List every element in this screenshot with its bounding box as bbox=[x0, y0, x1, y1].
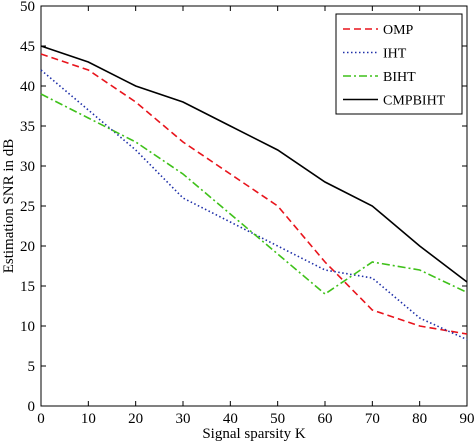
legend-box bbox=[335, 13, 463, 115]
y-tick-label: 5 bbox=[28, 359, 36, 375]
x-tick-label: 90 bbox=[460, 411, 474, 427]
x-axis-label: Signal sparsity K bbox=[202, 426, 305, 442]
y-tick-label: 40 bbox=[20, 79, 35, 95]
x-tick-label: 10 bbox=[81, 411, 96, 427]
series-line-iht bbox=[40, 69, 468, 341]
y-tick-label: 45 bbox=[20, 39, 35, 55]
series-line-cmpbiht bbox=[40, 45, 468, 283]
legend-label: OMP bbox=[383, 23, 414, 38]
legend-label: CMPBIHT bbox=[383, 94, 446, 109]
x-tick-label: 60 bbox=[318, 411, 333, 427]
y-tick-label: 35 bbox=[20, 119, 35, 135]
y-tick-label: 25 bbox=[20, 199, 35, 215]
y-axis-label: Estimation SNR in dB bbox=[1, 139, 17, 274]
legend-label: BIHT bbox=[383, 70, 416, 85]
x-tick-label: 80 bbox=[412, 411, 427, 427]
x-tick-label: 0 bbox=[37, 411, 45, 427]
legend: OMP IHT BIHT CMPBIHT bbox=[335, 13, 463, 115]
series-lines bbox=[40, 45, 468, 341]
y-tick-label: 0 bbox=[28, 399, 36, 415]
x-tick-label: 30 bbox=[176, 411, 191, 427]
y-tick-label: 20 bbox=[20, 239, 35, 255]
y-tick-label: 15 bbox=[20, 279, 35, 295]
y-tick-label: 10 bbox=[20, 319, 35, 335]
y-tick-label: 30 bbox=[20, 159, 35, 175]
x-tick-label: 70 bbox=[365, 411, 380, 427]
y-tick-label: 50 bbox=[20, 0, 35, 15]
axis-ticks: 0 10 20 30 40 50 60 70 80 90 0 5 10 15 20 25 30 35 40 45 50 bbox=[20, 0, 474, 427]
series-line-omp bbox=[40, 53, 468, 335]
x-tick-label: 40 bbox=[223, 411, 238, 427]
series-line-biht bbox=[40, 93, 468, 296]
x-tick-label: 20 bbox=[128, 411, 143, 427]
x-tick-label: 50 bbox=[270, 411, 285, 427]
legend-label: IHT bbox=[383, 47, 407, 62]
